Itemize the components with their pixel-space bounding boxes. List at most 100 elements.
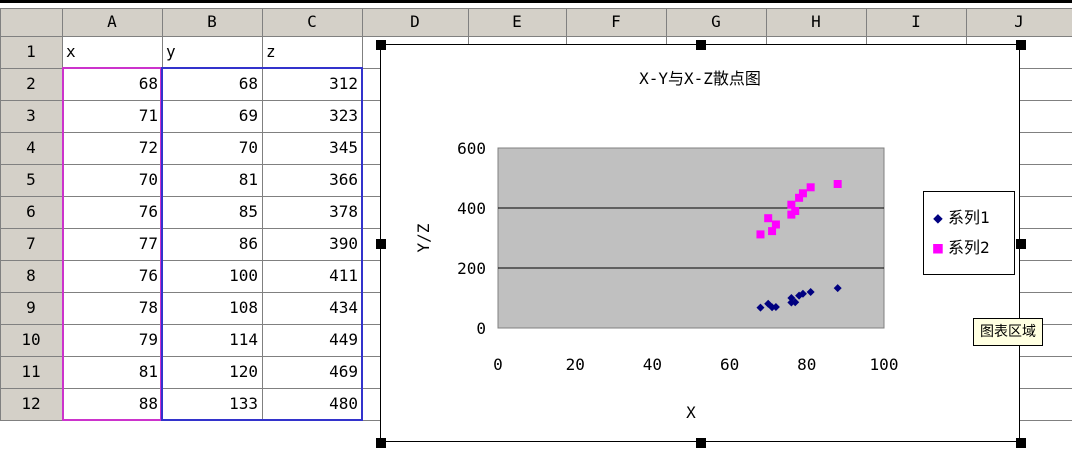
cell-a9[interactable]: 78 [138, 298, 158, 317]
row-header-3[interactable]: 3 [26, 106, 36, 125]
column-header-g[interactable]: G [711, 12, 721, 31]
series2-point [833, 180, 842, 188]
row-header-9[interactable]: 9 [26, 298, 36, 317]
row-header-12[interactable]: 12 [21, 394, 41, 413]
resize-handle[interactable] [376, 40, 386, 50]
x-axis-label: X [686, 403, 696, 422]
column-header-j[interactable]: J [1014, 12, 1024, 31]
resize-handle[interactable] [376, 438, 386, 448]
column-header-c[interactable]: C [307, 12, 317, 31]
cell-b5[interactable]: 81 [238, 170, 258, 189]
x-tick-label: 80 [797, 355, 816, 374]
row-header-8[interactable]: 8 [26, 266, 36, 285]
series1-point [806, 288, 815, 296]
resize-handle[interactable] [1016, 239, 1026, 249]
cell-b7[interactable]: 86 [238, 234, 258, 253]
column-header-h[interactable]: H [811, 12, 821, 31]
row-header-7[interactable]: 7 [26, 234, 36, 253]
series1-point [756, 303, 765, 312]
row-header-10[interactable]: 10 [21, 330, 41, 349]
cell-c10[interactable]: 449 [329, 330, 358, 349]
row-header-2[interactable]: 2 [26, 74, 36, 93]
cell-b9[interactable]: 108 [229, 298, 258, 317]
series1-point [764, 299, 773, 308]
cell-a2[interactable]: 68 [138, 74, 158, 93]
resize-handle[interactable] [1016, 40, 1026, 50]
plot-svg[interactable]: 0 200 400 600 0 20 40 60 80 100 X Y/Z [381, 45, 1021, 443]
legend-item-series2: ■ 系列2 [932, 234, 989, 262]
cell-b6[interactable]: 85 [238, 202, 258, 221]
cell-a4[interactable]: 72 [138, 138, 158, 157]
column-header-i[interactable]: I [911, 12, 921, 31]
series2-point [791, 207, 800, 215]
y-tick-label: 600 [457, 139, 486, 158]
square-marker-icon: ■ [933, 238, 943, 257]
column-header-f[interactable]: F [611, 12, 621, 31]
cell-b12[interactable]: 133 [229, 394, 258, 413]
cell-a7[interactable]: 77 [138, 234, 158, 253]
series1-point [798, 289, 807, 298]
cell-header-z[interactable]: z [266, 42, 276, 61]
cell-a5[interactable]: 70 [138, 170, 158, 189]
series2-point [771, 220, 780, 229]
series1-point [791, 298, 800, 307]
row-header-11[interactable]: 11 [21, 362, 41, 381]
cell-a10[interactable]: 79 [138, 330, 158, 349]
row-header-4[interactable]: 4 [26, 138, 36, 157]
cell-b2[interactable]: 68 [238, 74, 258, 93]
diamond-marker-icon: ◆ [933, 208, 943, 227]
cell-b11[interactable]: 120 [229, 362, 258, 381]
series1-point [771, 303, 780, 311]
series2-point [756, 230, 765, 239]
chart-area[interactable]: X-Y与X-Z散点图 0 200 400 600 0 20 40 60 80 100 X Y/Z ◆ 系… [376, 40, 1026, 448]
cell-c6[interactable]: 378 [329, 202, 358, 221]
cell-b8[interactable]: 100 [229, 266, 258, 285]
row-header-6[interactable]: 6 [26, 202, 36, 221]
cell-a3[interactable]: 71 [138, 106, 158, 125]
chart-title: X-Y与X-Z散点图 [639, 69, 761, 88]
cell-c8[interactable]: 411 [329, 266, 358, 285]
x-tick-label: 60 [720, 355, 739, 374]
column-header-d[interactable]: D [410, 12, 420, 31]
y-tick-label: 400 [457, 199, 486, 218]
cell-a12[interactable]: 88 [138, 394, 158, 413]
legend-item-series1: ◆ 系列1 [932, 204, 989, 232]
cell-a8[interactable]: 76 [138, 266, 158, 285]
column-header-background [0, 8, 1072, 36]
cell-a11[interactable]: 81 [138, 362, 158, 381]
resize-handle[interactable] [1016, 438, 1026, 448]
series1-point [833, 284, 842, 293]
cell-a6[interactable]: 76 [138, 202, 158, 221]
x-tick-label: 40 [643, 355, 662, 374]
row-header-1[interactable]: 1 [26, 42, 36, 61]
chart-area-tooltip: 图表区域 [973, 318, 1043, 346]
cell-c9[interactable]: 434 [329, 298, 358, 317]
cell-c11[interactable]: 469 [329, 362, 358, 381]
series2-point [764, 214, 773, 223]
cell-b3[interactable]: 69 [238, 106, 258, 125]
cell-header-y[interactable]: y [166, 42, 176, 61]
cell-c2[interactable]: 312 [329, 74, 358, 93]
cell-c5[interactable]: 366 [329, 170, 358, 189]
cell-header-x[interactable]: x [66, 42, 76, 61]
resize-handle[interactable] [696, 438, 706, 448]
column-header-b[interactable]: B [207, 12, 217, 31]
cell-b4[interactable]: 70 [238, 138, 258, 157]
cell-c3[interactable]: 323 [329, 106, 358, 125]
cell-c12[interactable]: 480 [329, 394, 358, 413]
series2-point [798, 189, 807, 198]
resize-handle[interactable] [376, 239, 386, 249]
cell-c4[interactable]: 345 [329, 138, 358, 157]
chart-legend[interactable]: ◆ 系列1 ■ 系列2 [923, 191, 1015, 275]
window-top-border [0, 0, 1072, 3]
row-header-5[interactable]: 5 [26, 170, 36, 189]
resize-handle[interactable] [696, 40, 706, 50]
cell-b10[interactable]: 114 [229, 330, 258, 349]
plot-area [497, 147, 885, 329]
selection-range-yz [161, 67, 363, 421]
column-header-a[interactable]: A [107, 12, 117, 31]
column-header-e[interactable]: E [512, 12, 522, 31]
y-axis-label: Y/Z [414, 223, 433, 252]
x-tick-label: 20 [566, 355, 585, 374]
cell-c7[interactable]: 390 [329, 234, 358, 253]
